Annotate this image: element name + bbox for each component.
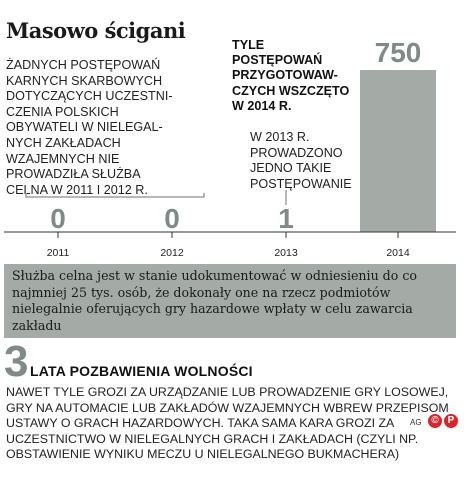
tick-label-2011: 2011	[47, 247, 70, 259]
bar-chart: 0 0 1 750 2011 2012 2013 2014	[4, 37, 456, 259]
connector-2011-2012	[25, 193, 205, 198]
value-label-2013: 1	[278, 203, 294, 234]
value-label-2014: 750	[375, 37, 422, 68]
annotation-2013: W 2013 R. PROWADZONO JEDNO TAKIE POSTĘPO…	[250, 130, 352, 191]
summary-box: Służba celna jest w stanie udokumentować…	[4, 264, 456, 338]
value-label-2011: 0	[50, 203, 66, 234]
tick-label-2014: 2014	[386, 247, 410, 259]
copyright-logo-icon: ©	[428, 414, 442, 428]
chart-title: Masowo ścigani	[6, 18, 186, 43]
bars	[360, 70, 436, 232]
penalty-number: 3	[4, 337, 29, 386]
penalty-text: NAWET TYLE GROZI ZA URZĄDZANIE LUB PROWA…	[6, 385, 449, 461]
x-tick-labels: 2011 2012 2013 2014	[47, 247, 410, 259]
annotation-2011-2012: ŻADNYCH POSTĘPOWAŃ KARNYCH SKARBOWYCH DO…	[6, 58, 173, 197]
publisher-logo-icon: P	[444, 414, 458, 428]
annotation-2014: TYLE POSTĘPOWAŃ PRZYGOTOWAW- CZYCH WSZCZ…	[232, 38, 350, 113]
summary-text: Służba celna jest w stanie udokumentować…	[12, 268, 417, 333]
tick-label-2012: 2012	[160, 247, 184, 259]
value-label-2012: 0	[164, 203, 180, 234]
x-axis-ticks	[57, 232, 399, 238]
tick-label-2013: 2013	[274, 247, 298, 259]
credit-label: AG	[410, 418, 422, 427]
penalty-title: LATA POZBAWIENIA WOLNOŚCI	[30, 363, 253, 379]
value-labels: 0 0 1 750	[50, 37, 421, 234]
annotation-connectors	[25, 190, 287, 205]
bar-2014	[360, 70, 436, 232]
